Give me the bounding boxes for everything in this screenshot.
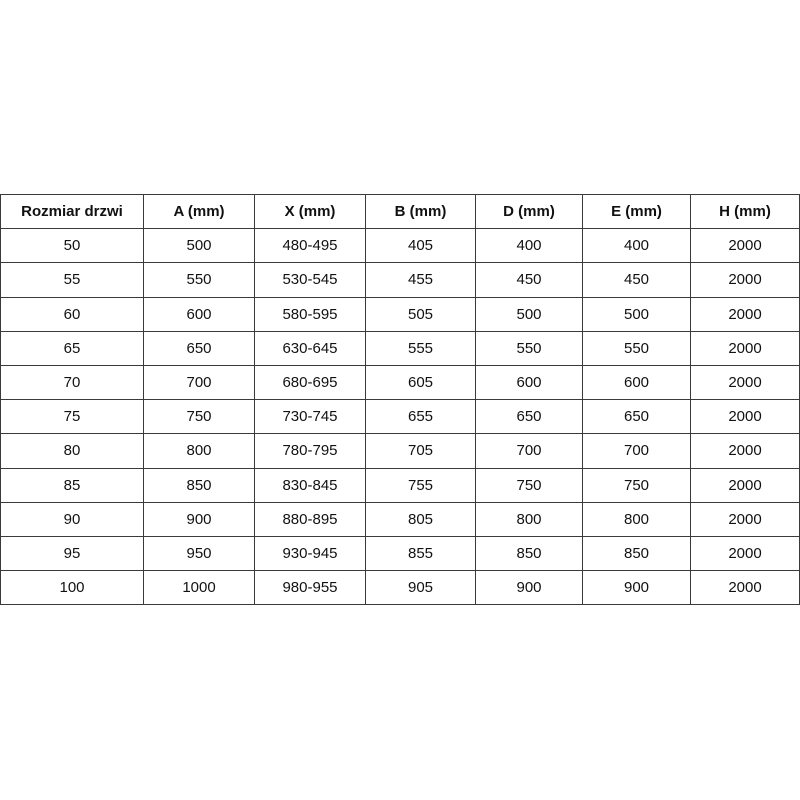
table-cell: 2000 [690,501,800,537]
table-cell: 80 [0,433,144,469]
table-cell: 855 [365,535,476,572]
table-cell: 2000 [690,535,800,572]
table-cell: 980-955 [254,570,366,606]
table-cell: 730-745 [254,399,366,435]
table-row: 60 600 580-595 505 500 500 2000 [0,296,800,332]
column-header: E (mm) [582,193,691,230]
table-cell: 480-495 [254,228,366,264]
table-cell: 630-645 [254,330,366,366]
table-cell: 500 [582,296,691,332]
table-cell: 755 [365,467,476,503]
table-cell: 70 [0,364,144,401]
table-cell: 95 [0,535,144,572]
table-cell: 85 [0,467,144,503]
column-header: D (mm) [475,193,583,230]
table-cell: 90 [0,501,144,537]
table-cell: 400 [475,228,583,264]
table-cell: 2000 [690,296,800,332]
table-cell: 950 [143,535,255,572]
table-row: 70 700 680-695 605 600 600 2000 [0,364,800,401]
table-cell: 2000 [690,399,800,435]
table-cell: 60 [0,296,144,332]
table-cell: 705 [365,433,476,469]
table-cell: 800 [143,433,255,469]
table-cell: 2000 [690,364,800,401]
table-cell: 655 [365,399,476,435]
table-cell: 780-795 [254,433,366,469]
table-cell: 900 [143,501,255,537]
table-cell: 530-545 [254,262,366,298]
table-cell: 75 [0,399,144,435]
table-row: 50 500 480-495 405 400 400 2000 [0,228,800,264]
table-row: 85 850 830-845 755 750 750 2000 [0,467,800,503]
table-cell: 805 [365,501,476,537]
table-cell: 600 [582,364,691,401]
dimensions-table: Rozmiar drzwi A (mm) X (mm) B (mm) D (mm) E (… [0,193,800,606]
table-cell: 505 [365,296,476,332]
table-cell: 650 [475,399,583,435]
table-cell: 405 [365,228,476,264]
table-cell: 455 [365,262,476,298]
table-cell: 600 [475,364,583,401]
table-cell: 500 [143,228,255,264]
table-cell: 650 [582,399,691,435]
table-cell: 900 [475,570,583,606]
column-header: H (mm) [690,193,800,230]
table-cell: 900 [582,570,691,606]
table-cell: 605 [365,364,476,401]
table-cell: 550 [475,330,583,366]
table-cell: 700 [475,433,583,469]
table-cell: 850 [582,535,691,572]
table-cell: 450 [582,262,691,298]
header-row: Rozmiar drzwi A (mm) X (mm) B (mm) D (mm) E (… [0,193,800,230]
table-cell: 700 [582,433,691,469]
table-cell: 2000 [690,262,800,298]
table-cell: 555 [365,330,476,366]
table-cell: 880-895 [254,501,366,537]
table-cell: 2000 [690,433,800,469]
table-row: 75 750 730-745 655 650 650 2000 [0,399,800,435]
table-row: 80 800 780-795 705 700 700 2000 [0,433,800,469]
table-cell: 2000 [690,570,800,606]
table-cell: 750 [582,467,691,503]
table-cell: 905 [365,570,476,606]
table-cell: 500 [475,296,583,332]
table-row: 95 950 930-945 855 850 850 2000 [0,535,800,572]
column-header: X (mm) [254,193,366,230]
table-cell: 2000 [690,330,800,366]
table-row: 100 1000 980-955 905 900 900 2000 [0,570,800,606]
column-header: B (mm) [365,193,476,230]
table-cell: 400 [582,228,691,264]
table-cell: 830-845 [254,467,366,503]
column-header: A (mm) [143,193,255,230]
table-cell: 650 [143,330,255,366]
table-cell: 600 [143,296,255,332]
table-cell: 550 [582,330,691,366]
table-cell: 1000 [143,570,255,606]
table-cell: 65 [0,330,144,366]
table-cell: 800 [582,501,691,537]
table-cell: 2000 [690,467,800,503]
table-row: 90 900 880-895 805 800 800 2000 [0,501,800,537]
table-cell: 850 [143,467,255,503]
table-cell: 800 [475,501,583,537]
table-cell: 700 [143,364,255,401]
table-row: 65 650 630-645 555 550 550 2000 [0,330,800,366]
table-cell: 55 [0,262,144,298]
table-cell: 550 [143,262,255,298]
table-cell: 450 [475,262,583,298]
table-cell: 850 [475,535,583,572]
table-row: 55 550 530-545 455 450 450 2000 [0,262,800,298]
table-cell: 50 [0,228,144,264]
table-cell: 580-595 [254,296,366,332]
table-cell: 750 [475,467,583,503]
table-cell: 930-945 [254,535,366,572]
table-cell: 100 [0,570,144,606]
table-cell: 680-695 [254,364,366,401]
table-cell: 750 [143,399,255,435]
table-cell: 2000 [690,228,800,264]
column-header: Rozmiar drzwi [0,193,144,230]
